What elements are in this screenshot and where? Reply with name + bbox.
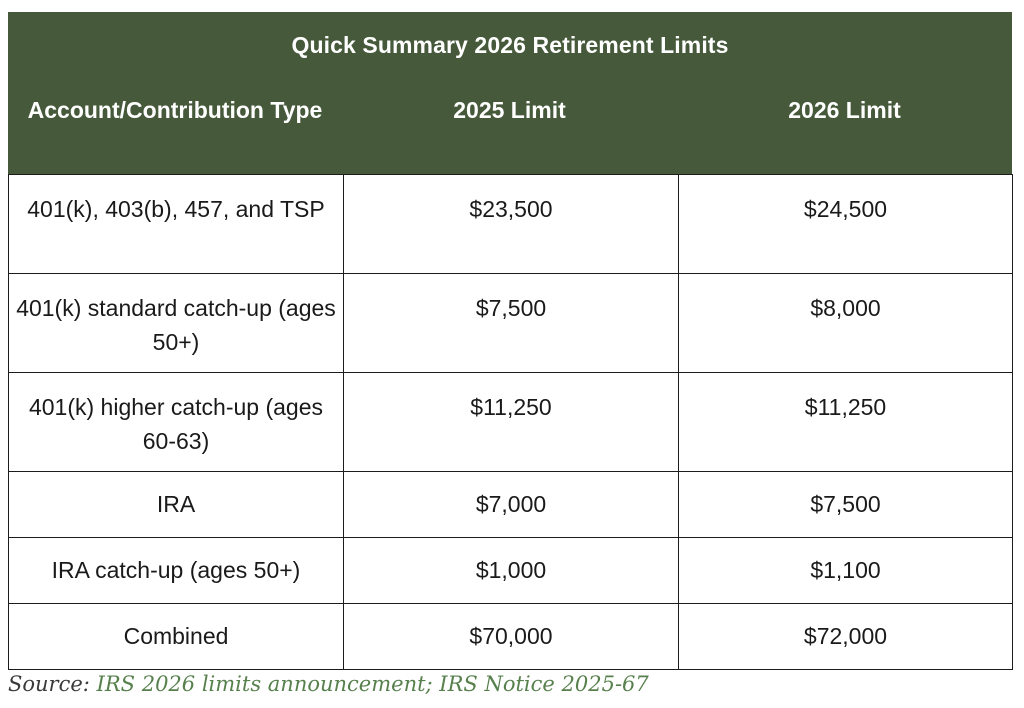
table-row: 401(k), 403(b), 457, and TSP $23,500 $24… (8, 174, 1013, 274)
retirement-limits-table: Quick Summary 2026 Retirement Limits Acc… (8, 12, 1013, 670)
source-reference: IRS 2026 limits announcement; IRS Notice… (96, 672, 649, 696)
cell-limit-2025: $23,500 (343, 174, 679, 274)
cell-limit-2025: $7,500 (343, 273, 679, 373)
column-header-2026: 2026 Limit (788, 97, 901, 123)
table-row: IRA catch-up (ages 50+) $1,000 $1,100 (8, 537, 1013, 604)
cell-limit-2026: $7,500 (678, 471, 1013, 538)
table-header: Quick Summary 2026 Retirement Limits Acc… (8, 12, 1012, 174)
table-row: 401(k) standard catch-up (ages 50+) $7,5… (8, 273, 1013, 373)
cell-limit-2025: $11,250 (343, 372, 679, 472)
cell-type: IRA (8, 471, 344, 538)
cell-limit-2026: $8,000 (678, 273, 1013, 373)
cell-type: Combined (8, 603, 344, 670)
cell-limit-2026: $11,250 (678, 372, 1013, 472)
table-body: 401(k), 403(b), 457, and TSP $23,500 $24… (8, 174, 1013, 670)
column-header-type: Account/Contribution Type (27, 97, 323, 123)
column-header-2025: 2025 Limit (453, 97, 566, 123)
cell-type: IRA catch-up (ages 50+) (8, 537, 344, 604)
cell-limit-2025: $7,000 (343, 471, 679, 538)
cell-limit-2026: $1,100 (678, 537, 1013, 604)
cell-type: 401(k) higher catch-up (ages 60-63) (8, 372, 344, 472)
cell-limit-2025: $1,000 (343, 537, 679, 604)
cell-type: 401(k) standard catch-up (ages 50+) (8, 273, 344, 373)
table-row: 401(k) higher catch-up (ages 60-63) $11,… (8, 372, 1013, 472)
cell-type: 401(k), 403(b), 457, and TSP (8, 174, 344, 274)
table-row: Combined $70,000 $72,000 (8, 603, 1013, 670)
source-label: Source: (8, 672, 90, 696)
table-title: Quick Summary 2026 Retirement Limits (291, 32, 729, 58)
source-note: Source: IRS 2026 limits announcement; IR… (8, 672, 649, 696)
table-row: IRA $7,000 $7,500 (8, 471, 1013, 538)
cell-limit-2025: $70,000 (343, 603, 679, 670)
cell-limit-2026: $24,500 (678, 174, 1013, 274)
cell-limit-2026: $72,000 (678, 603, 1013, 670)
